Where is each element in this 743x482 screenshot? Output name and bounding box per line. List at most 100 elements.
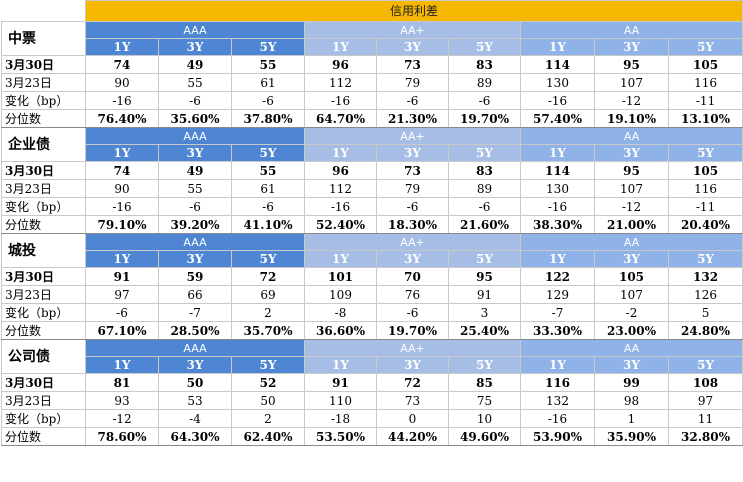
value-cell: -6: [448, 91, 521, 110]
tenor-header: 1Y: [304, 356, 377, 374]
tenor-header: 1Y: [85, 250, 159, 268]
table-row: 3月23日 97 66 69 109 76 91 129 107 126: [1, 285, 743, 304]
value-cell: -12: [594, 197, 669, 216]
value-cell: 50: [231, 391, 305, 410]
value-cell: 96: [304, 55, 377, 74]
value-cell: 62.40%: [231, 427, 305, 446]
value-cell: 35.70%: [231, 321, 305, 340]
tenor-header: 5Y: [231, 144, 305, 162]
tenor-header: 5Y: [667, 144, 743, 162]
tenor-header: 3Y: [158, 250, 232, 268]
value-cell: 67.10%: [85, 321, 159, 340]
value-cell: 79: [376, 73, 449, 92]
value-cell: 74: [85, 161, 159, 180]
value-cell: 116: [667, 179, 743, 198]
row-label-percentile: 分位数: [1, 109, 86, 128]
tenor-header: 5Y: [667, 250, 743, 268]
title-row: 信用利差: [1, 0, 743, 22]
table-row: 3月30日 74 49 55 96 73 83 114 95 105: [1, 161, 743, 180]
table-row: 变化（bp） -12 -4 2 -18 0 10 -16 1 11: [1, 409, 743, 428]
value-cell: 83: [448, 161, 521, 180]
value-cell: 129: [520, 285, 595, 304]
value-cell: -12: [85, 409, 159, 428]
table-row: 变化（bp） -16 -6 -6 -16 -6 -6 -16 -12 -11: [1, 197, 743, 216]
tenor-header: 1Y: [520, 356, 595, 374]
tenor-header: 3Y: [594, 250, 669, 268]
tenor-header: 3Y: [158, 356, 232, 374]
rating-header: AA: [519, 21, 743, 39]
tenor-header: 1Y: [304, 144, 377, 162]
row-label-change: 变化（bp）: [1, 409, 86, 428]
value-cell: 91: [448, 285, 521, 304]
value-cell: 1: [594, 409, 669, 428]
tenor-header: 5Y: [448, 250, 521, 268]
row-label-current: 3月30日: [1, 161, 86, 180]
rating-header: AAA: [85, 21, 305, 39]
value-cell: 110: [304, 391, 377, 410]
table-row: 3月23日 90 55 61 112 79 89 130 107 116: [1, 73, 743, 92]
value-cell: 44.20%: [376, 427, 449, 446]
table-row: 3月30日 81 50 52 91 72 85 116 99 108: [1, 373, 743, 392]
value-cell: -7: [520, 303, 595, 322]
value-cell: 73: [376, 391, 449, 410]
value-cell: 76: [376, 285, 449, 304]
value-cell: 49: [158, 161, 232, 180]
value-cell: -6: [158, 197, 232, 216]
row-label-change: 变化（bp）: [1, 303, 86, 322]
rating-header-row: 城投 AAA AA+ AA: [1, 233, 743, 268]
value-cell: 33.30%: [520, 321, 595, 340]
value-cell: -7: [158, 303, 232, 322]
value-cell: 130: [520, 179, 595, 198]
value-cell: 35.60%: [158, 109, 232, 128]
tenor-header: 3Y: [594, 356, 669, 374]
tenor-header: 1Y: [85, 356, 159, 374]
tenor-header: 5Y: [448, 356, 521, 374]
value-cell: 73: [376, 55, 449, 74]
value-cell: 132: [520, 391, 595, 410]
value-cell: 25.40%: [448, 321, 521, 340]
value-cell: 95: [594, 55, 669, 74]
value-cell: 91: [85, 267, 159, 286]
value-cell: 19.10%: [594, 109, 669, 128]
value-cell: 39.20%: [158, 215, 232, 234]
value-cell: 3: [448, 303, 521, 322]
value-cell: 85: [448, 373, 521, 392]
rating-header-row: 企业债 AAA AA+ AA: [1, 127, 743, 162]
value-cell: 73: [376, 161, 449, 180]
tenor-header: 5Y: [667, 356, 743, 374]
value-cell: 2: [231, 409, 305, 428]
value-cell: 49.60%: [448, 427, 521, 446]
value-cell: -2: [594, 303, 669, 322]
tenor-header: 1Y: [85, 144, 159, 162]
value-cell: -16: [304, 91, 377, 110]
row-label-percentile: 分位数: [1, 215, 86, 234]
value-cell: 105: [667, 55, 743, 74]
section-label: 城投: [1, 233, 86, 268]
value-cell: 107: [594, 179, 669, 198]
value-cell: -8: [304, 303, 377, 322]
value-cell: 91: [304, 373, 377, 392]
tenor-header: 3Y: [376, 38, 449, 56]
row-label-previous: 3月23日: [1, 285, 86, 304]
value-cell: -16: [520, 91, 595, 110]
value-cell: 35.90%: [594, 427, 669, 446]
value-cell: 13.10%: [667, 109, 743, 128]
value-cell: 28.50%: [158, 321, 232, 340]
row-label-current: 3月30日: [1, 373, 86, 392]
value-cell: 20.40%: [667, 215, 743, 234]
value-cell: 112: [304, 73, 377, 92]
value-cell: 21.00%: [594, 215, 669, 234]
value-cell: -16: [520, 409, 595, 428]
table-row: 分位数 76.40% 35.60% 37.80% 64.70% 21.30% 19.70% 5…: [1, 109, 743, 128]
row-label-change: 变化（bp）: [1, 91, 86, 110]
table-row: 变化（bp） -16 -6 -6 -16 -6 -6 -16 -12 -11: [1, 91, 743, 110]
value-cell: 64.30%: [158, 427, 232, 446]
value-cell: 23.00%: [594, 321, 669, 340]
value-cell: 107: [594, 285, 669, 304]
value-cell: 79.10%: [85, 215, 159, 234]
rating-header-row: 公司债 AAA AA+ AA: [1, 339, 743, 374]
tenor-header: 3Y: [158, 38, 232, 56]
table-row: 3月30日 91 59 72 101 70 95 122 105 132: [1, 267, 743, 286]
rating-header-row: 中票 AAA AA+ AA: [1, 21, 743, 56]
value-cell: -6: [231, 197, 305, 216]
